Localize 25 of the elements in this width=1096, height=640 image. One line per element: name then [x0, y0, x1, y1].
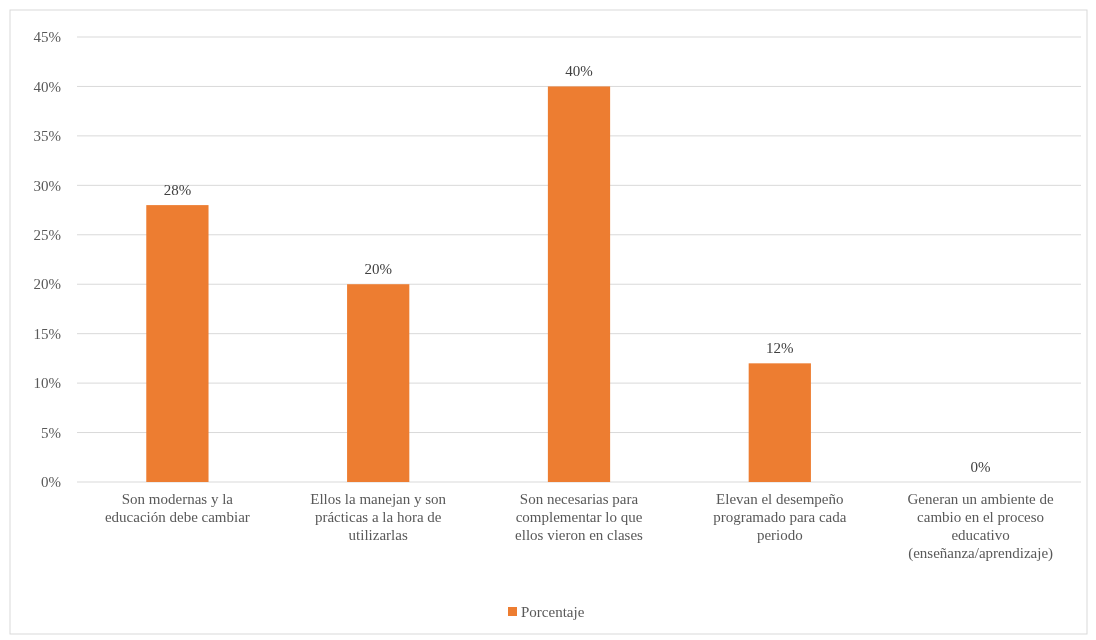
x-tick-label: Generan un ambiente de cambio en el proceso educativo (enseñanza/aprendizaje): [907, 491, 1055, 562]
y-tick-label: 15%: [33, 325, 61, 342]
bar: [347, 284, 410, 482]
y-tick-label: 20%: [33, 276, 61, 293]
text: 20%: [364, 261, 392, 278]
text: 28%: [163, 182, 192, 199]
y-tick-label: 45%: [33, 29, 61, 46]
bar: [547, 86, 611, 482]
y-tick-label: 10%: [33, 375, 61, 392]
y-tick-label: 5%: [41, 424, 61, 441]
y-tick-label: 25%: [33, 227, 61, 244]
x-tick-label: Ellos la manejan y son prácticas a la hora de utilizarlas: [310, 491, 447, 543]
y-tick-label: 0%: [41, 474, 61, 491]
x-tick-label: Elevan el desempeño programado para cada periodo: [713, 491, 847, 543]
text: 0%: [970, 459, 991, 475]
text: 40%: [565, 63, 593, 80]
text: 12%: [766, 340, 794, 357]
y-tick-label: 30%: [33, 177, 61, 194]
x-tick-label: Son modernas y la educación debe cambiar: [104, 491, 250, 525]
x-tick-label: Son necesarias para complementar lo que ellos vieron en clases: [515, 491, 644, 543]
legend-label: Porcentaje: [521, 604, 585, 621]
y-tick-label: 35%: [33, 128, 61, 145]
bar: [146, 205, 209, 482]
bar: [748, 363, 811, 482]
y-tick-label: 40%: [33, 78, 61, 95]
